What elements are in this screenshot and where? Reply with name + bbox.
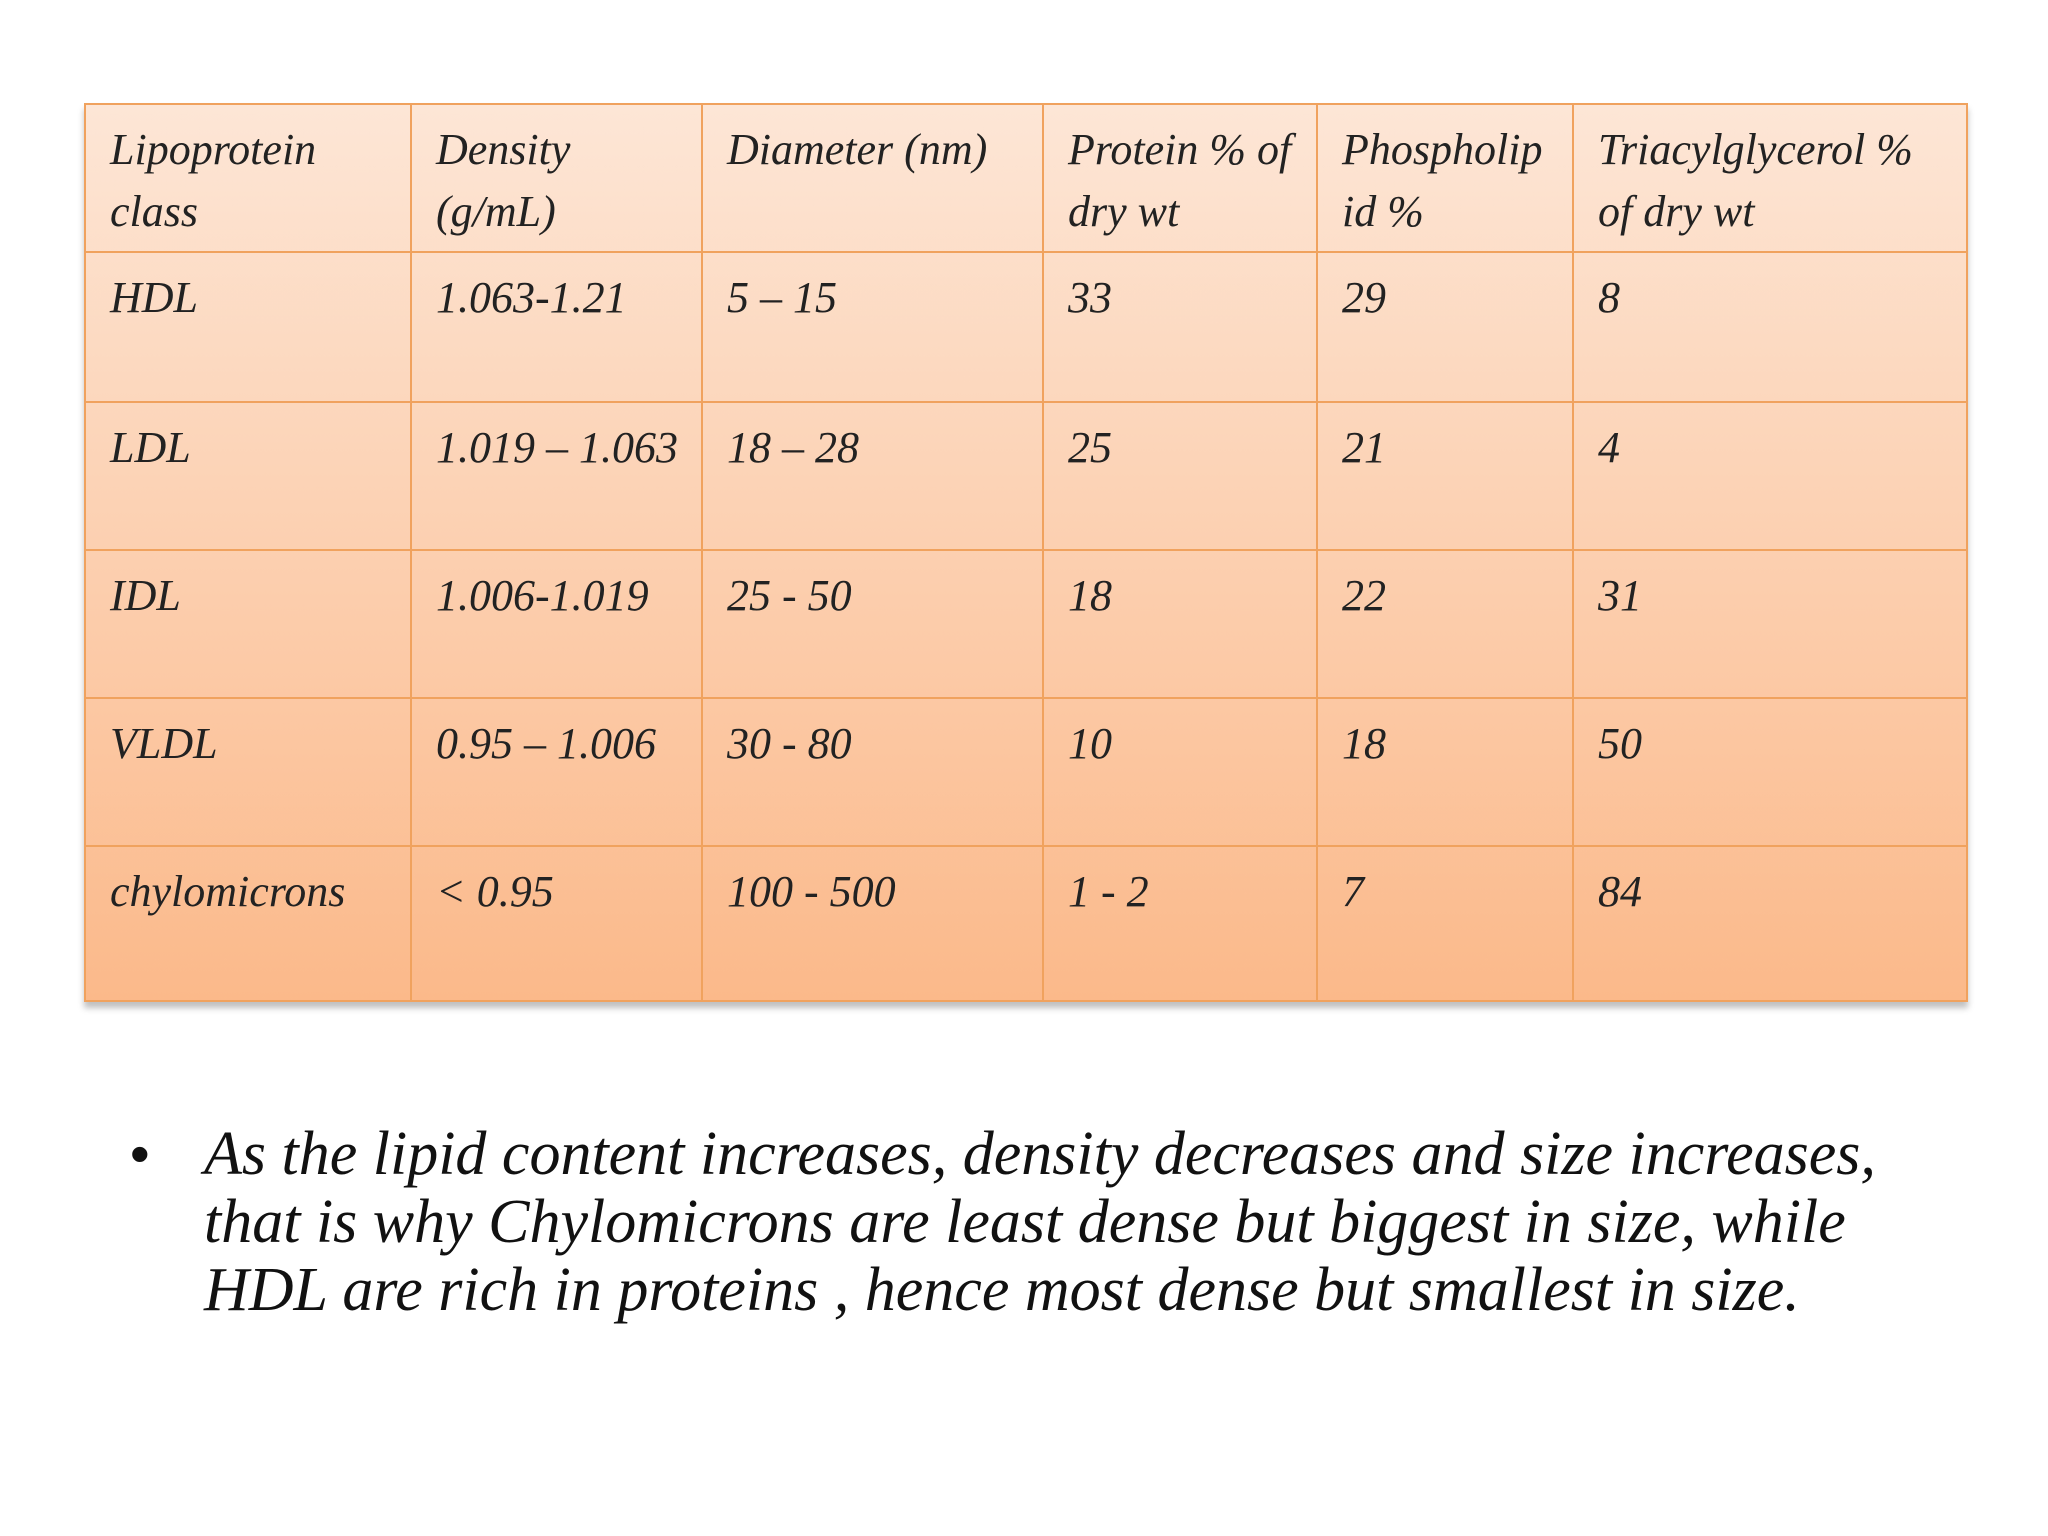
table-cell: 4 xyxy=(1572,401,1968,551)
lipoprotein-table: Lipoprotein class Density (g/mL) Diameter … xyxy=(84,103,1968,1002)
table-cell: 100 - 500 xyxy=(701,845,1044,1002)
table-cell: 21 xyxy=(1316,401,1574,551)
table-cell: 1 - 2 xyxy=(1042,845,1318,1002)
table-cell: chylomicrons xyxy=(84,845,412,1002)
table-cell: 0.95 – 1.006 xyxy=(410,697,703,847)
header-cell: Diameter (nm) xyxy=(701,103,1044,253)
table-cell: 18 xyxy=(1042,549,1318,699)
table-cell: 18 xyxy=(1316,697,1574,847)
table-cell: 30 - 80 xyxy=(701,697,1044,847)
table-row: HDL 1.063-1.21 5 – 15 33 29 8 xyxy=(84,251,1968,403)
table-cell: < 0.95 xyxy=(410,845,703,1002)
table-cell: 7 xyxy=(1316,845,1574,1002)
header-cell: Protein % of dry wt xyxy=(1042,103,1318,253)
table-cell: 31 xyxy=(1572,549,1968,699)
table-cell: IDL xyxy=(84,549,412,699)
header-row: Lipoprotein class Density (g/mL) Diameter … xyxy=(84,103,1968,253)
table-row: VLDL 0.95 – 1.006 30 - 80 10 18 50 xyxy=(84,697,1968,847)
table-cell: HDL xyxy=(84,251,412,403)
table-cell: 25 xyxy=(1042,401,1318,551)
header-cell: Triacylglycerol % of dry wt xyxy=(1572,103,1968,253)
table-row: IDL 1.006-1.019 25 - 50 18 22 31 xyxy=(84,549,1968,699)
table-cell: 29 xyxy=(1316,251,1574,403)
table-cell: 25 - 50 xyxy=(701,549,1044,699)
table-cell: LDL xyxy=(84,401,412,551)
header-cell: Phospholipid % xyxy=(1316,103,1574,253)
table-cell: 1.019 – 1.063 xyxy=(410,401,703,551)
table-cell: 33 xyxy=(1042,251,1318,403)
table-cell: 18 – 28 xyxy=(701,401,1044,551)
table-cell: 8 xyxy=(1572,251,1968,403)
table-cell: 10 xyxy=(1042,697,1318,847)
table-row: chylomicrons < 0.95 100 - 500 1 - 2 7 84 xyxy=(84,845,1968,1002)
header-cell: Density (g/mL) xyxy=(410,103,703,253)
table-cell: 22 xyxy=(1316,549,1574,699)
table-cell: 1.006-1.019 xyxy=(410,549,703,699)
table-cell: 5 – 15 xyxy=(701,251,1044,403)
header-cell: Lipoprotein class xyxy=(84,103,412,253)
table-cell: 1.063-1.21 xyxy=(410,251,703,403)
bullet-list: As the lipid content increases, density … xyxy=(130,1120,1910,1324)
table-cell: 50 xyxy=(1572,697,1968,847)
table-cell: VLDL xyxy=(84,697,412,847)
table-cell: 84 xyxy=(1572,845,1968,1002)
table-row: LDL 1.019 – 1.063 18 – 28 25 21 4 xyxy=(84,401,1968,551)
bullet-text: As the lipid content increases, density … xyxy=(130,1120,1910,1324)
